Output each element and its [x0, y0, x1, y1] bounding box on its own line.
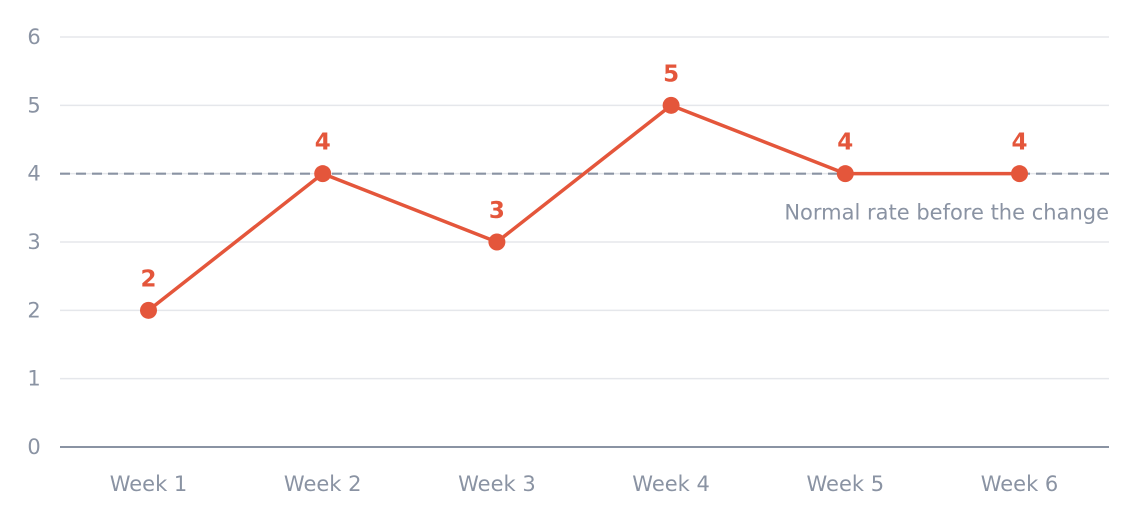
- y-tick-label: 6: [27, 25, 40, 49]
- data-point: [314, 165, 332, 183]
- reference-line-label: Normal rate before the change: [784, 201, 1109, 225]
- data-point: [140, 301, 157, 319]
- x-tick-label: Week 3: [458, 472, 536, 496]
- x-tick-label: Week 5: [807, 472, 885, 496]
- y-tick-label: 1: [27, 367, 40, 391]
- y-tick-label: 4: [27, 162, 40, 186]
- x-axis-ticks: Week 1 Week 2 Week 3 Week 4 Week 5 Week 6: [110, 472, 1059, 496]
- data-point: [662, 96, 680, 114]
- x-tick-label: Week 1: [110, 472, 188, 496]
- x-tick-label: Week 4: [632, 472, 710, 496]
- data-point: [836, 165, 854, 183]
- y-tick-label: 3: [27, 230, 40, 254]
- x-tick-label: Week 2: [284, 472, 362, 496]
- y-tick-label: 5: [27, 93, 40, 117]
- data-label: 4: [315, 130, 331, 156]
- series-line: [146, 103, 1022, 313]
- x-tick-label: Week 6: [981, 472, 1059, 496]
- data-label: 4: [1011, 130, 1027, 156]
- data-label: 4: [837, 130, 853, 156]
- y-tick-label: 0: [27, 435, 40, 459]
- data-point: [1011, 165, 1028, 183]
- data-label: 5: [663, 61, 679, 87]
- data-labels: 2 4 3 5 4 4: [140, 61, 1027, 292]
- y-tick-label: 2: [27, 298, 40, 322]
- data-point: [488, 233, 506, 251]
- data-points: [140, 96, 1028, 319]
- data-label: 3: [489, 198, 505, 224]
- data-label: 2: [140, 266, 156, 292]
- y-axis-ticks: 0 1 2 3 4 5 6: [27, 25, 40, 459]
